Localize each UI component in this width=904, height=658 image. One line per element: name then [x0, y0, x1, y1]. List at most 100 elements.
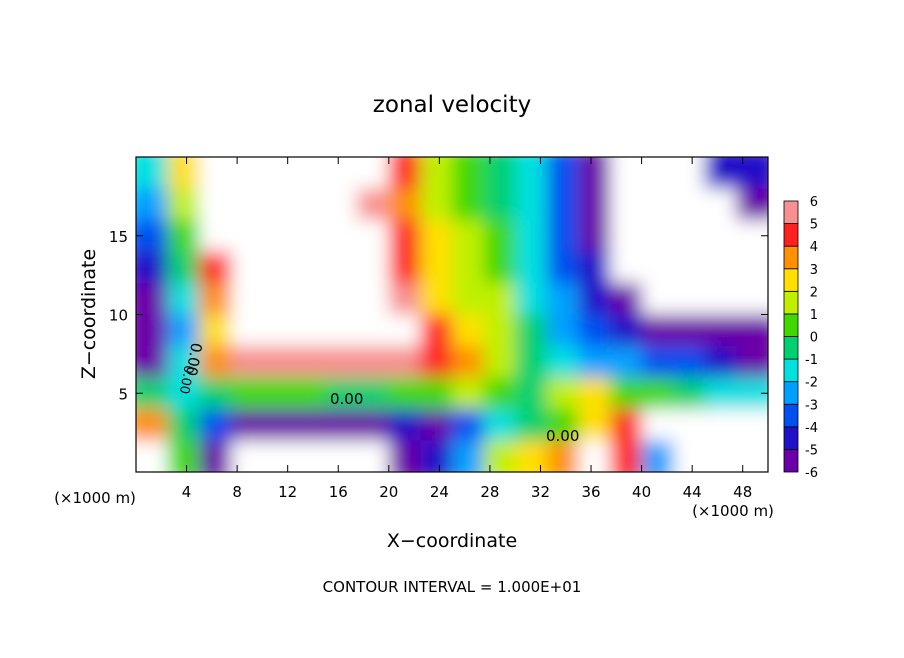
field-cell [262, 440, 295, 472]
field-cell [199, 440, 232, 472]
field-cell [262, 409, 295, 441]
colorbar-label: -5 [805, 443, 818, 458]
field-cell [262, 283, 295, 315]
field-cell [483, 283, 516, 315]
field-cell [420, 157, 453, 189]
field-cell [610, 409, 643, 441]
field-cell [452, 346, 485, 378]
field-cell [262, 157, 295, 189]
colorbar-swatch [783, 200, 799, 224]
x-tick-label: 32 [531, 483, 550, 501]
contour-label: 0.00 [176, 364, 196, 395]
field-cell [673, 251, 706, 284]
field-cell [641, 220, 674, 252]
field-cell [262, 346, 295, 378]
field-cell [704, 188, 737, 221]
field-cell [325, 346, 358, 378]
field-cell [262, 377, 295, 410]
field-cell [199, 220, 232, 252]
field-cell [673, 220, 706, 252]
field-cell [294, 377, 327, 410]
field-cell [420, 440, 453, 472]
field-cell [641, 283, 674, 315]
field-cell [325, 251, 358, 284]
field-cell [483, 157, 516, 189]
field-cell [641, 251, 674, 284]
field-cell [515, 188, 548, 221]
field-cell [641, 440, 674, 472]
field-cell [199, 314, 232, 347]
field-cell [546, 440, 579, 472]
field-cell [578, 251, 611, 284]
field-cell [325, 283, 358, 315]
field-cell [578, 220, 611, 252]
y-tick-label: 5 [118, 385, 128, 403]
field-cell [704, 346, 737, 378]
field [136, 157, 768, 472]
x-tick-label: 24 [430, 483, 449, 501]
field-cell [294, 157, 327, 189]
field-cell [420, 377, 453, 410]
colorbar-swatch [783, 336, 799, 360]
field-cell [483, 440, 516, 472]
colorbar-swatch [783, 403, 799, 428]
colorbar-swatch [783, 381, 799, 405]
field-cell [546, 251, 579, 284]
field-cell [167, 346, 200, 378]
field-cell [230, 188, 263, 221]
field-cell [420, 188, 453, 221]
field-cell [294, 251, 327, 284]
field-cell [610, 157, 643, 189]
x-tick-label: 12 [278, 483, 297, 501]
field-cell [483, 188, 516, 221]
colorbar-swatch [783, 426, 799, 450]
field-cell [578, 283, 611, 315]
y-tick-label: 15 [109, 228, 128, 246]
field-cell [357, 188, 390, 221]
field-cell [546, 377, 579, 410]
field-cell [483, 346, 516, 378]
field-cell [452, 157, 485, 189]
y-unit: (×1000 m) [54, 489, 136, 507]
field-cell [736, 251, 768, 284]
field-cell [641, 157, 674, 189]
field-cell [357, 377, 390, 410]
field-cell [515, 283, 548, 315]
field-cell [546, 157, 579, 189]
field-cell [199, 283, 232, 315]
field-cell [704, 283, 737, 315]
x-tick-label: 36 [581, 483, 600, 501]
field-cell [294, 314, 327, 347]
field-cell [388, 157, 421, 189]
field-cell [515, 377, 548, 410]
field-cell [357, 251, 390, 284]
field-cell [546, 346, 579, 378]
field-cell [388, 377, 421, 410]
field-cell [452, 188, 485, 221]
colorbar-label: 0 [810, 331, 818, 346]
field-cell [578, 314, 611, 347]
colorbar-swatch [783, 290, 799, 315]
field-cell [452, 251, 485, 284]
field-cell [230, 440, 263, 472]
field-cell [230, 314, 263, 347]
chart-title: zonal velocity [373, 92, 531, 118]
field-cell [230, 283, 263, 315]
field-cell [515, 220, 548, 252]
field-cell [294, 220, 327, 252]
field-cell [136, 220, 169, 252]
field-cell [167, 157, 200, 189]
colorbar-swatch [783, 449, 799, 473]
field-cell [294, 283, 327, 315]
field-cell [420, 283, 453, 315]
field-cell [388, 314, 421, 347]
field-cell [325, 409, 358, 441]
field-cell [230, 220, 263, 252]
field-cell [452, 314, 485, 347]
field-cell [167, 220, 200, 252]
colorbar-label: -1 [805, 353, 818, 368]
field-cell [641, 377, 674, 410]
field-cell [294, 440, 327, 472]
x-tick-label: 48 [733, 483, 752, 501]
